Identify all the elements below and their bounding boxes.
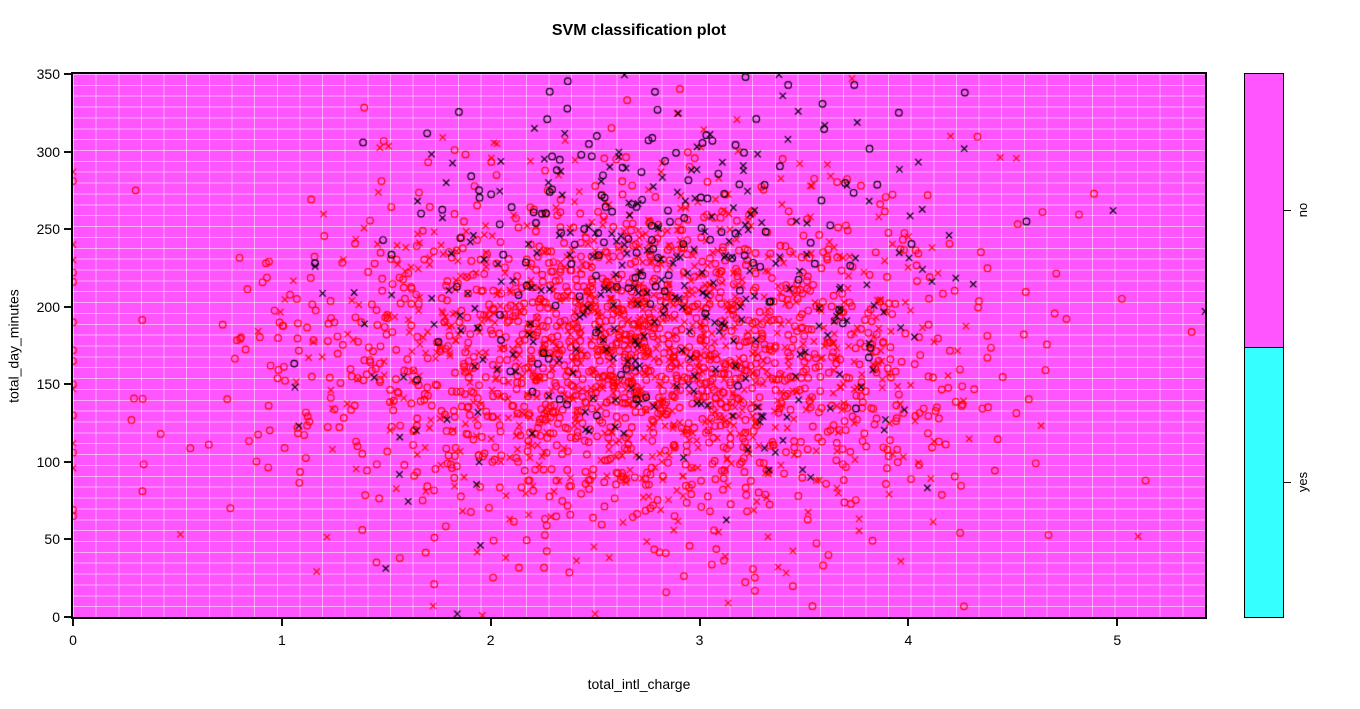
- y-tick-mark: [64, 150, 71, 153]
- legend-swatch-yes: [1245, 347, 1283, 617]
- x-tick-mark: [489, 619, 492, 626]
- x-tick-mark: [698, 619, 701, 626]
- y-tick-mark: [64, 538, 71, 541]
- x-tick-mark: [907, 619, 910, 626]
- x-tick-label: 4: [904, 632, 913, 648]
- y-tick-mark: [64, 460, 71, 463]
- x-tick-mark: [1116, 619, 1119, 626]
- legend-swatch-no: [1245, 74, 1283, 347]
- y-tick-label: 200: [36, 298, 60, 315]
- x-tick-label: 3: [695, 632, 704, 648]
- y-tick-mark: [64, 305, 71, 308]
- y-tick-label: 150: [36, 376, 60, 393]
- legend-colorbar: [1244, 73, 1284, 618]
- y-tick-label: 250: [36, 221, 60, 238]
- x-tick-label: 2: [486, 632, 495, 648]
- y-tick-label: 350: [36, 66, 60, 82]
- y-tick-mark: [64, 228, 71, 231]
- legend-label-no: no: [1295, 202, 1310, 218]
- plot-region: [71, 72, 1207, 619]
- x-tick-label: 5: [1113, 632, 1122, 648]
- legend-label-yes: yes: [1295, 471, 1310, 493]
- legend-tick-no: [1284, 210, 1291, 211]
- y-axis-title: total_day_minutes: [5, 289, 22, 403]
- y-tick-label: 0: [52, 609, 60, 625]
- y-tick-label: 50: [44, 531, 60, 548]
- y-tick-mark: [64, 73, 71, 75]
- x-tick-label: 0: [69, 632, 77, 648]
- x-axis-title: total_intl_charge: [587, 676, 691, 692]
- y-tick-mark: [64, 616, 71, 618]
- legend-tick-yes: [1284, 482, 1291, 483]
- x-tick-mark: [280, 619, 283, 626]
- x-tick-mark: [72, 619, 74, 626]
- plot-title: SVM classification plot: [551, 22, 727, 39]
- y-tick-mark: [64, 383, 71, 386]
- y-tick-label: 300: [36, 143, 60, 160]
- x-tick-label: 1: [277, 632, 286, 648]
- scatter-points-canvas: [73, 74, 1205, 617]
- y-tick-label: 100: [36, 453, 60, 470]
